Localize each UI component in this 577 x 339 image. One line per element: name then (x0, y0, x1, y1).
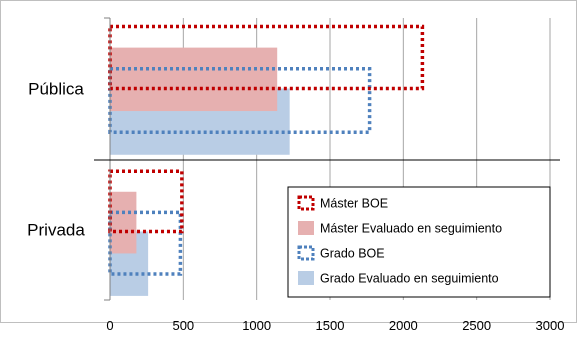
x-tick-label-2500: 2500 (462, 318, 491, 333)
bar-0-1 (110, 47, 278, 112)
category-labels: Pública Privada (27, 80, 85, 240)
x-tick-label-1500: 1500 (316, 318, 345, 333)
legend-label-0: Máster BOE (320, 197, 388, 211)
tick-labels: 0 500 1000 1500 2000 2500 3000 (106, 318, 564, 333)
category-label-1: Privada (27, 221, 85, 240)
category-label-0: Pública (28, 80, 84, 99)
x-tick-label-1000: 1000 (242, 318, 271, 333)
axes (94, 17, 560, 301)
x-tick-label-500: 500 (172, 318, 194, 333)
legend: Máster BOE Máster Evaluado en seguimiento… (287, 186, 551, 298)
x-tick-label-3000: 3000 (536, 318, 565, 333)
x-tick-label-2000: 2000 (389, 318, 418, 333)
legend-label-3: Grado Evaluado en seguimiento (320, 272, 499, 286)
legend-swatch-2 (297, 245, 315, 261)
legend-box (287, 186, 551, 298)
legend-label-1: Máster Evaluado en seguimiento (320, 222, 502, 236)
x-tick-label-0: 0 (106, 318, 113, 333)
legend-swatch-1 (298, 221, 314, 235)
bar-0-0 (108, 24, 425, 91)
legend-swatch-3 (298, 271, 314, 285)
legend-label-2: Grado BOE (320, 247, 385, 261)
legend-swatch-0 (297, 195, 315, 211)
bar-1-1 (110, 191, 137, 254)
